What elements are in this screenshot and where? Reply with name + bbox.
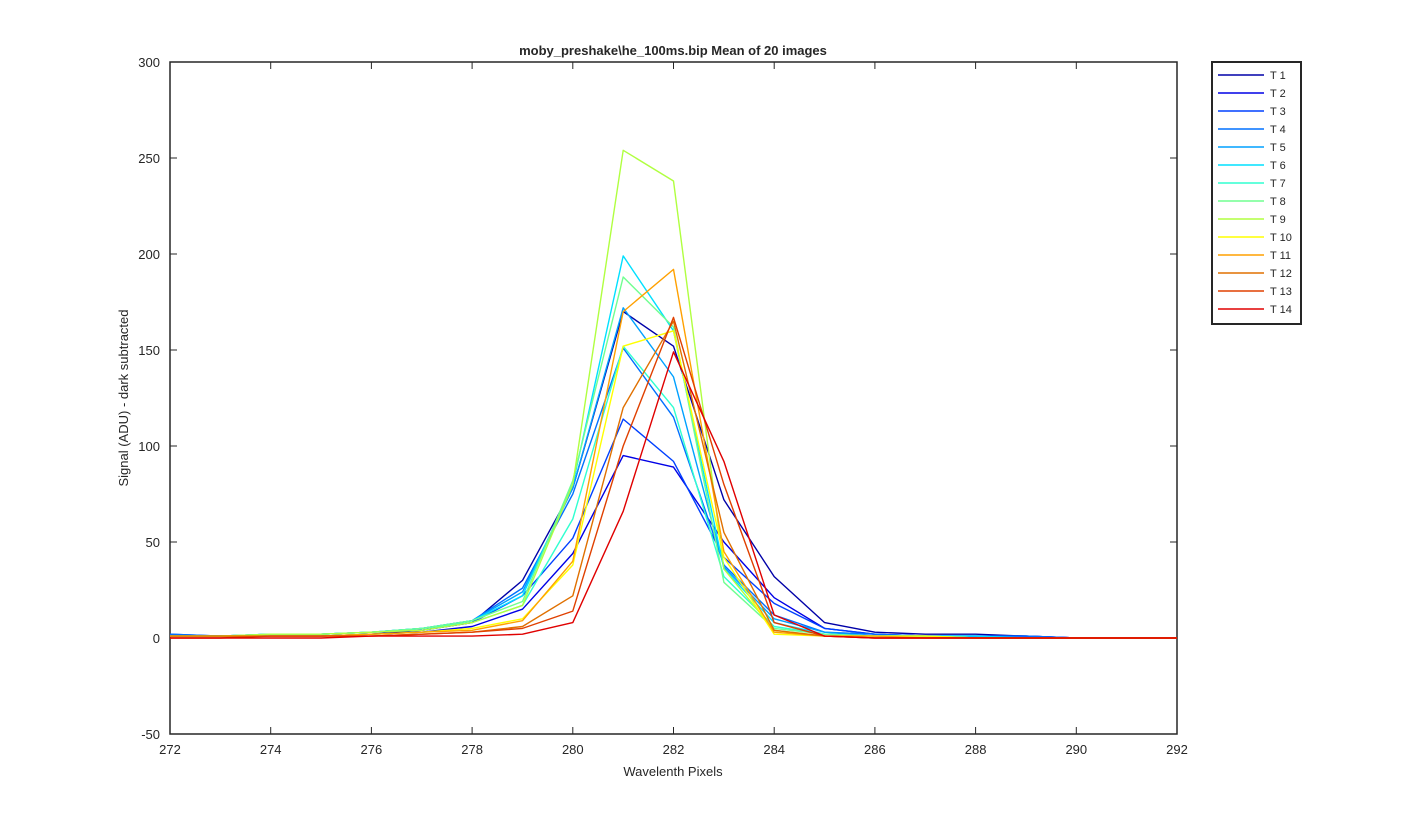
x-tick-label: 284: [763, 742, 785, 757]
legend-label: T 13: [1270, 286, 1292, 298]
y-tick-label: -50: [141, 727, 160, 742]
x-tick-label: 290: [1065, 742, 1087, 757]
y-tick-label: 200: [138, 247, 160, 262]
y-tick-label: 50: [146, 535, 160, 550]
x-tick-label: 280: [562, 742, 584, 757]
x-tick-label: 278: [461, 742, 483, 757]
x-tick-label: 274: [260, 742, 282, 757]
y-tick-label: 250: [138, 151, 160, 166]
legend-label: T 7: [1270, 178, 1286, 190]
legend-label: T 5: [1270, 142, 1286, 154]
legend-label: T 3: [1270, 106, 1286, 118]
legend-label: T 4: [1270, 124, 1286, 136]
legend-label: T 14: [1270, 304, 1292, 316]
legend-label: T 1: [1270, 70, 1286, 82]
x-axis-label: Wavelenth Pixels: [623, 764, 723, 779]
y-tick-label: 100: [138, 439, 160, 454]
plot-area: 272 274 276 278 280 282 284 286 288 290 292 -50 0 50 1…: [138, 55, 1188, 757]
x-tick-label: 276: [361, 742, 383, 757]
legend-label: T 12: [1270, 268, 1292, 280]
axes-box: [169, 61, 1178, 735]
y-tick-label: 300: [138, 55, 160, 70]
x-tick-label: 288: [965, 742, 987, 757]
legend-label: T 11: [1270, 250, 1291, 262]
x-tick-label: 282: [663, 742, 685, 757]
legend: T 1 T 2 T 3 T 4 T 5 T 6 T 7 T 8 T 9 T 10 T 11 T 12 T…: [1211, 61, 1302, 325]
y-axis-label: Signal (ADU) - dark subtracted: [116, 309, 131, 486]
chart-title: moby_preshake\he_100ms.bip Mean of 20 im…: [519, 43, 827, 58]
legend-label: T 2: [1270, 88, 1286, 100]
legend-label: T 6: [1270, 160, 1286, 172]
legend-label: T 10: [1270, 232, 1292, 244]
y-tick-label: 0: [153, 631, 160, 646]
x-tick-label: 272: [159, 742, 181, 757]
x-tick-label: 286: [864, 742, 886, 757]
legend-label: T 9: [1270, 214, 1286, 226]
legend-label: T 8: [1270, 196, 1286, 208]
y-tick-label: 150: [138, 343, 160, 358]
series-line: [170, 351, 1177, 639]
legend-box: [1211, 61, 1302, 325]
x-tick-label: 292: [1166, 742, 1188, 757]
